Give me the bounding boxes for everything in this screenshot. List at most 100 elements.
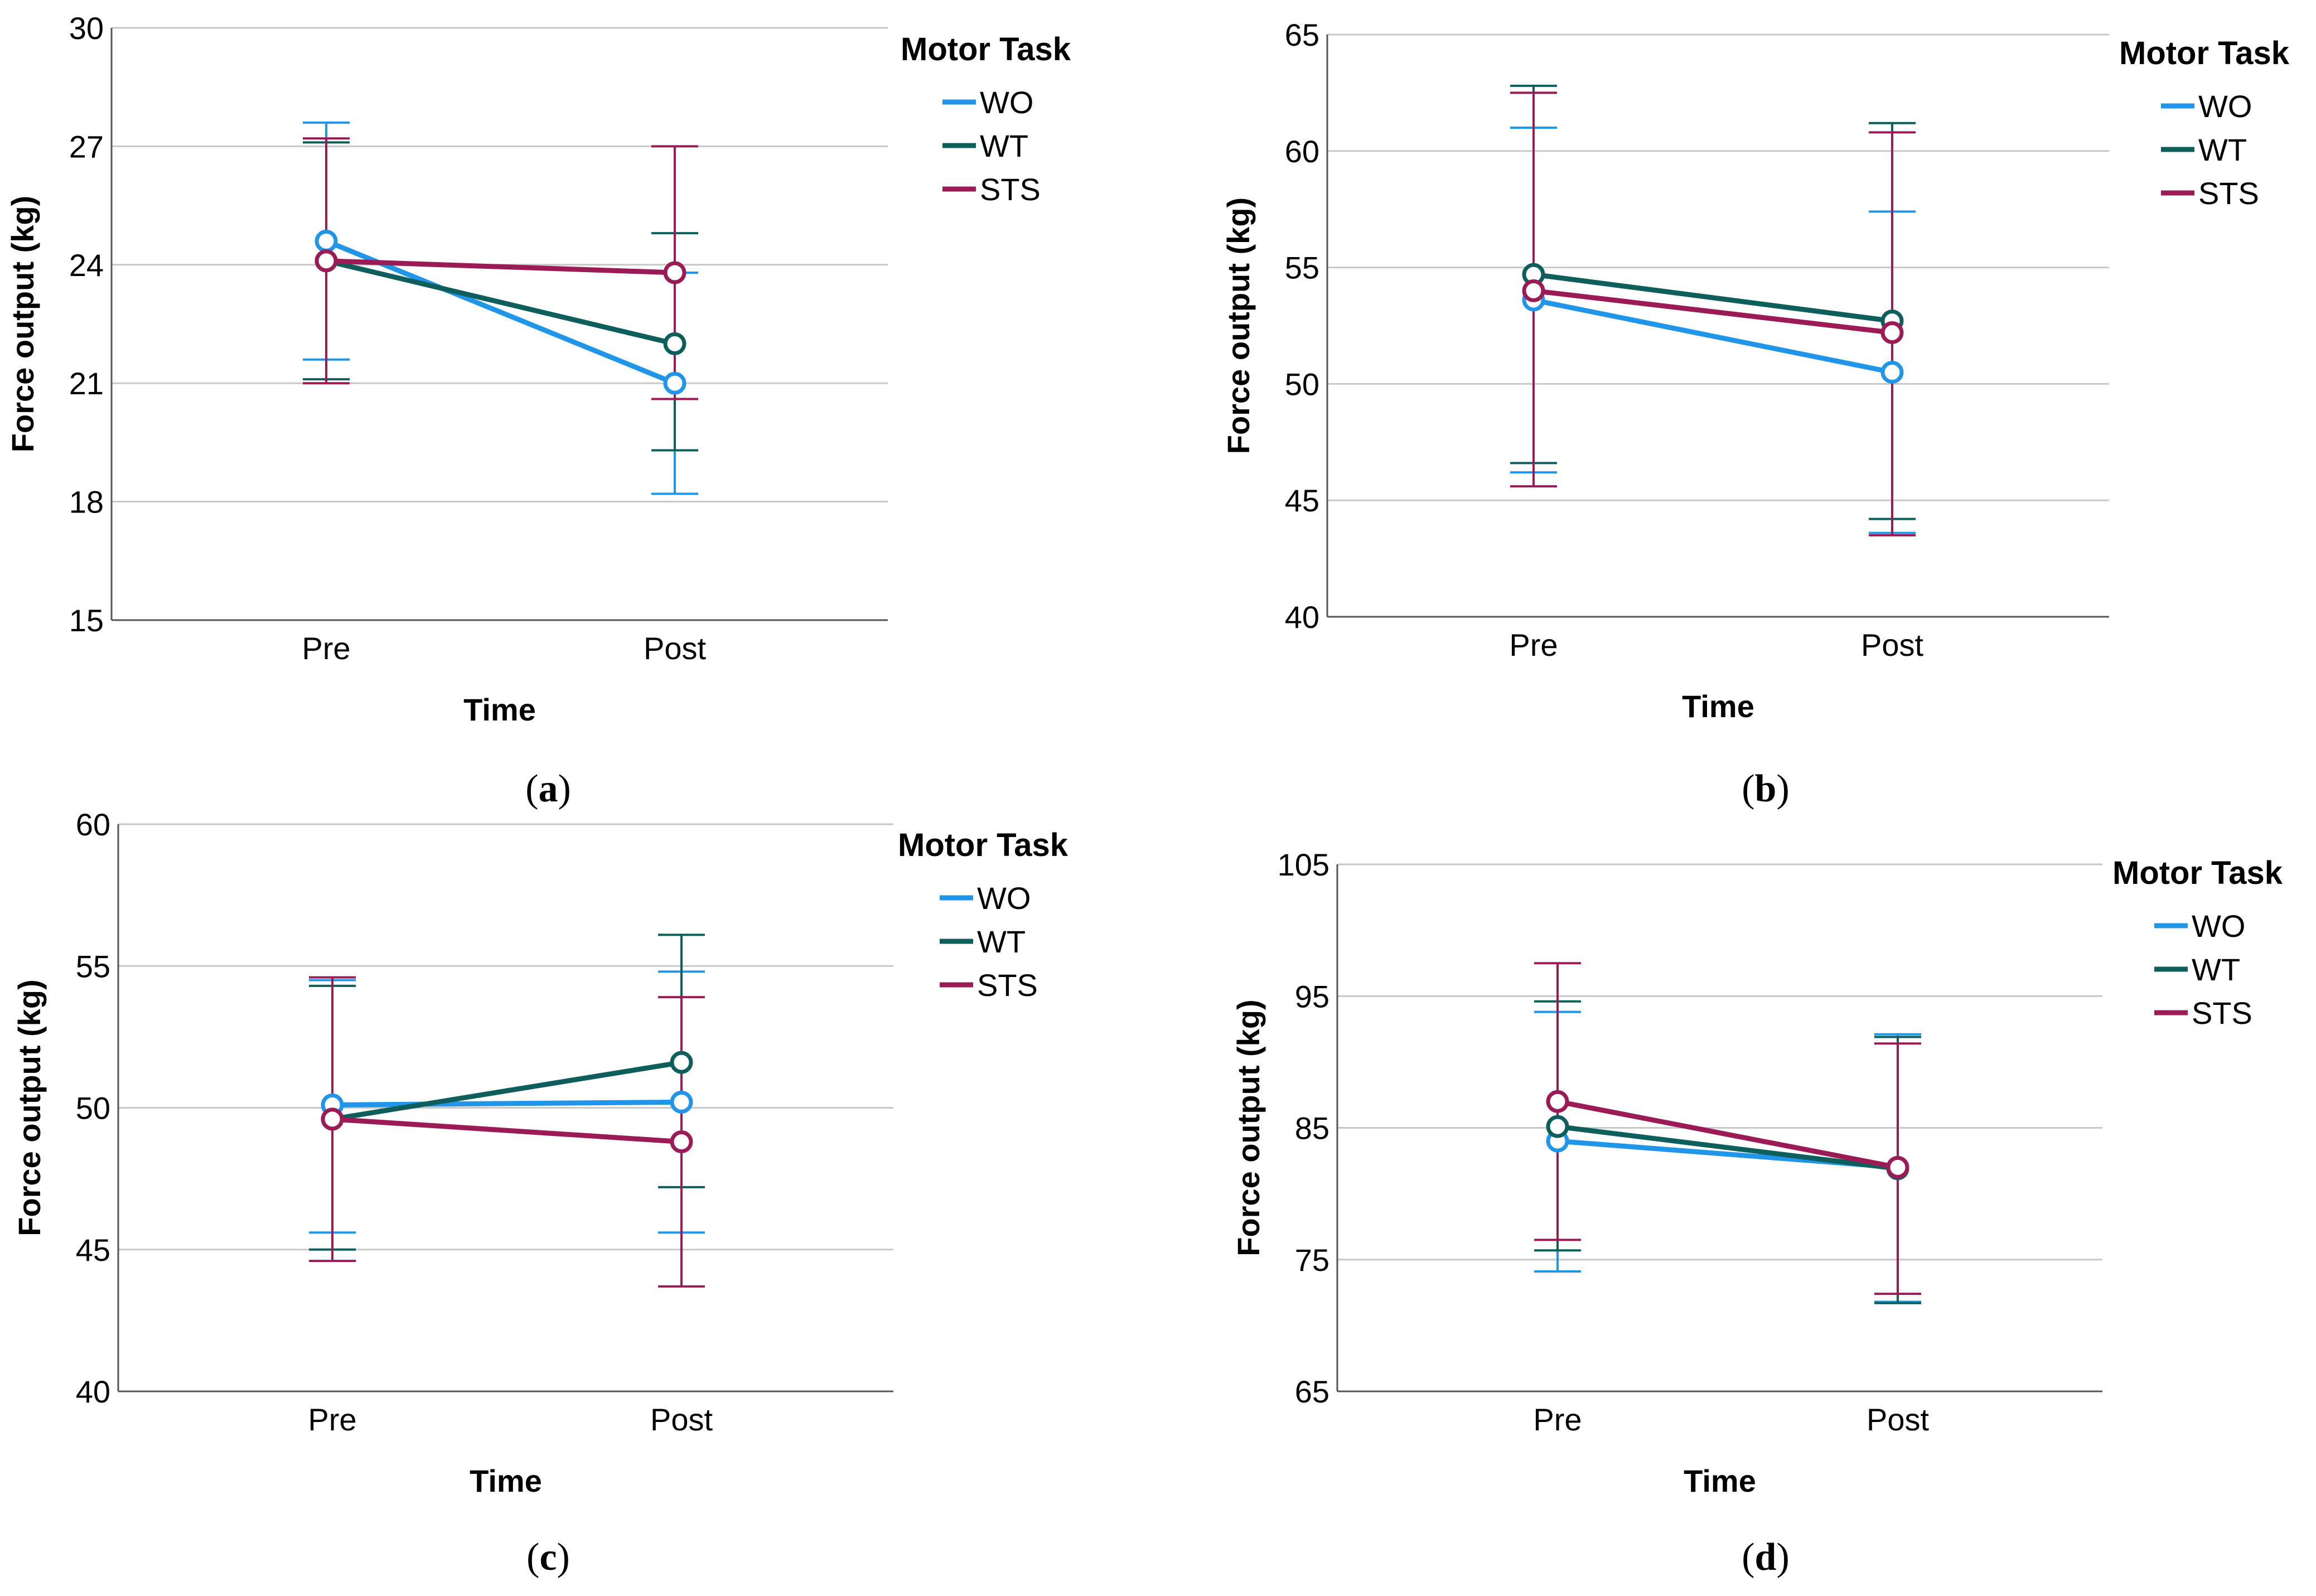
chart-panel-d: 65 75 85 95 105 Pre Post Time Force output (kg) M… [1231, 847, 2283, 1498]
data-point-sts [1886, 1155, 1909, 1179]
legend-label-sts: STS [980, 172, 1041, 207]
panel-label-close: ) [1776, 1536, 1789, 1579]
data-point-wo [663, 371, 686, 395]
data-point-wt [1546, 1115, 1569, 1138]
y-tick-label: 27 [69, 129, 104, 164]
series-line-sts [323, 258, 678, 275]
legend-label-wo: WO [2192, 908, 2245, 944]
chart-panel-a: 15 18 21 24 27 30 Pre Post Time Force output (kg)… [5, 11, 1071, 727]
x-tick-label: Post [1867, 1402, 1929, 1437]
chart-panel-b: 40 45 50 55 60 65 Pre Post Time Force output (kg)… [1221, 17, 2290, 724]
series-line-wo [330, 1099, 684, 1107]
chart-panel-c: 40 45 50 55 60 Pre Post Time Force output (kg) Mo… [12, 807, 1068, 1498]
y-axis-title: Force output (kg) [12, 979, 47, 1236]
x-axis-title: Time [463, 692, 536, 727]
panel-label-close: ) [1776, 767, 1789, 810]
y-axis-title: Force output (kg) [5, 196, 40, 452]
legend: Motor Task WO WT STS [898, 827, 1068, 1003]
x-tick-label: Post [650, 1402, 713, 1437]
data-point-sts [321, 1107, 344, 1131]
x-tick-label: Pre [1533, 1402, 1582, 1437]
series-line-sts [1531, 288, 1895, 336]
panel-letter-d: d [1755, 1536, 1777, 1579]
data-point-wo [1880, 361, 1904, 384]
series-line-sts [330, 1116, 684, 1145]
panel-letter-b: b [1755, 767, 1777, 810]
legend-label-sts: STS [2192, 995, 2252, 1031]
y-axis-title: Force output (kg) [1231, 999, 1266, 1256]
data-point-sts [1546, 1090, 1569, 1113]
data-point-sts [315, 249, 338, 273]
panel-label-open: ( [1742, 767, 1754, 810]
data-point-sts [1522, 279, 1545, 302]
y-tick-label: 18 [69, 485, 104, 520]
legend-label-wt: WT [2192, 952, 2240, 987]
panel-label-a: (a) [525, 767, 571, 810]
y-tick-label: 40 [1285, 599, 1319, 635]
x-tick-label: Post [1861, 627, 1923, 662]
panel-letter-c: c [539, 1536, 557, 1579]
y-tick-label: 55 [1285, 250, 1319, 286]
series-line-wo [1531, 297, 1895, 375]
legend-label-wt: WT [977, 924, 1026, 959]
legend-label-wt: WT [2198, 132, 2247, 167]
x-tick-label: Pre [302, 631, 350, 666]
y-tick-label: 50 [1285, 366, 1319, 402]
y-tick-label: 85 [1295, 1111, 1329, 1146]
y-axis-title: Force output (kg) [1221, 197, 1256, 454]
legend-label-wo: WO [977, 881, 1031, 916]
y-tick-label: 95 [1295, 979, 1329, 1014]
y-tick-label: 75 [1295, 1242, 1329, 1278]
legend-label-wt: WT [980, 128, 1028, 163]
data-point-wo [315, 229, 338, 253]
legend-label-sts: STS [977, 968, 1038, 1003]
legend: Motor Task WO WT STS [901, 31, 1071, 207]
x-axis-title: Time [1684, 1463, 1756, 1498]
x-tick-label: Pre [308, 1402, 356, 1437]
y-tick-label: 55 [76, 949, 110, 984]
x-tick-label: Pre [1509, 627, 1558, 662]
legend-title: Motor Task [898, 827, 1068, 863]
y-tick-label: 45 [76, 1232, 110, 1268]
y-tick-label: 21 [69, 366, 104, 401]
y-tick-label: 15 [69, 603, 104, 638]
y-tick-label: 65 [1285, 17, 1319, 52]
legend: Motor Task WO WT STS [2112, 855, 2283, 1031]
chart-layer: 15 18 21 24 27 30 Pre Post Time Force output (kg)… [5, 11, 2290, 1498]
legend-label-wo: WO [2198, 89, 2252, 124]
y-tick-label: 45 [1285, 483, 1319, 518]
series-line-wt [330, 1060, 684, 1122]
panel-label-d: (d) [1742, 1536, 1790, 1579]
legend-label-wo: WO [980, 85, 1033, 120]
y-tick-label: 40 [76, 1374, 110, 1409]
series-line-wt [323, 258, 678, 346]
panel-label-c: (c) [526, 1536, 570, 1579]
panel-label-open: ( [526, 1536, 539, 1579]
data-point-sts [1880, 321, 1904, 345]
panel-label-b: (b) [1742, 767, 1790, 810]
panel-label-close: ) [558, 767, 571, 810]
series-line-sts [1555, 1099, 1901, 1170]
panel-letter-a: a [539, 767, 558, 810]
data-point-sts [663, 261, 686, 284]
y-tick-label: 60 [1285, 134, 1319, 169]
series-line-wt [1531, 272, 1895, 324]
data-point-wt [663, 332, 686, 355]
y-tick-label: 65 [1295, 1374, 1329, 1409]
data-point-sts [670, 1130, 693, 1154]
panel-label-open: ( [1742, 1536, 1754, 1579]
y-tick-label: 60 [76, 807, 110, 842]
series-line-wt [1555, 1124, 1901, 1172]
panel-label-close: ) [557, 1536, 570, 1579]
panel-label-open: ( [525, 767, 538, 810]
x-axis-title: Time [470, 1463, 542, 1498]
legend: Motor Task WO WT STS [2119, 35, 2290, 211]
legend-title: Motor Task [901, 31, 1071, 67]
y-tick-label: 24 [69, 248, 104, 283]
data-point-wt [670, 1051, 693, 1074]
y-tick-label: 105 [1278, 847, 1329, 882]
legend-label-sts: STS [2198, 176, 2259, 211]
x-tick-label: Post [644, 631, 706, 666]
